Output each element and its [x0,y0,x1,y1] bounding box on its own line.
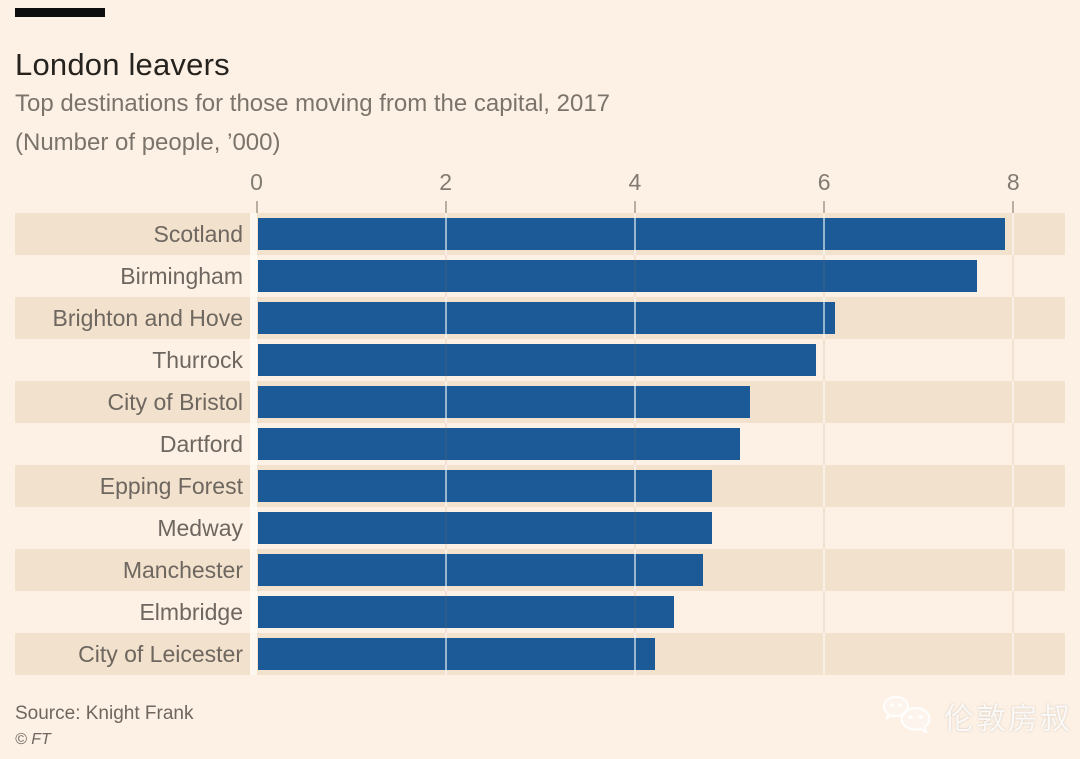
bar [258,638,656,670]
ft-black-rule [15,8,105,17]
gridline [633,297,636,339]
gridline [823,381,826,423]
gridline [444,423,447,465]
gridline [444,255,447,297]
row-label: Manchester [122,557,243,583]
row-label: Dartford [159,431,243,457]
watermark: 伦敦房叔 [882,688,1072,744]
bar [258,218,1006,250]
chart-row: Manchester [0,549,1080,591]
gridline [823,507,826,549]
row-label: Thurrock [152,347,243,373]
gridline [1012,423,1015,465]
gridline [823,255,826,297]
x-axis-tick-label: 0 [250,169,263,195]
x-axis-tick-mark [444,201,447,213]
chart-subtitle-line1: Top destinations for those moving from t… [15,90,611,117]
chart-subtitle-line2: (Number of people, ’000) [15,129,281,156]
chart-row: Thurrock [0,339,1080,381]
gridline [1012,381,1015,423]
gridline [444,507,447,549]
gridline [444,381,447,423]
gridline [1012,339,1015,381]
bar [258,512,713,544]
row-label: Scotland [153,221,243,247]
chart-title: London leavers [15,46,230,82]
x-axis-tick-label: 2 [439,169,453,195]
gridline [823,591,826,633]
gridline [633,381,636,423]
bar-chart-plot: Scotland Birmingham Brighton and Hove Th… [0,213,1080,675]
zero-axis-line [250,213,257,675]
row-label: City of Bristol [107,389,243,415]
gridline [823,213,826,255]
gridline [1012,633,1015,675]
row-label: Epping Forest [99,473,243,499]
bar [258,428,741,460]
bar [258,386,750,418]
gridline [823,339,826,381]
source-note: Source: Knight Frank [15,703,194,724]
gridline [823,549,826,591]
row-label: Elmbridge [139,599,243,625]
chart-row: Brighton and Hove [0,297,1080,339]
wechat-icon [882,695,931,735]
gridline [823,297,826,339]
gridline [633,255,636,297]
bar [258,554,703,586]
gridline [1012,465,1015,507]
row-label: Brighton and Hove [52,305,243,331]
gridline [633,213,636,255]
bar [258,302,836,334]
x-axis-tick-mark [633,201,636,213]
row-label: Birmingham [120,263,243,289]
chart-row: Epping Forest [0,465,1080,507]
gridline [633,339,636,381]
gridline [444,633,447,675]
chart-row: Medway [0,507,1080,549]
gridline [444,339,447,381]
chart-row: Elmbridge [0,591,1080,633]
watermark-text: 伦敦房叔 [944,703,1072,736]
ft-copyright: © FT [15,731,51,748]
x-axis-tick-mark [1012,201,1015,213]
gridline [823,423,826,465]
chart-row: Birmingham [0,255,1080,297]
gridline [633,549,636,591]
gridline [633,465,636,507]
chart-row: City of Leicester [0,633,1080,675]
x-axis-tick-mark [255,201,258,213]
gridline [444,297,447,339]
x-axis-tick-mark [823,201,826,213]
bar [258,344,817,376]
gridline [1012,591,1015,633]
bar [258,470,713,502]
bar [258,596,675,628]
gridline [444,591,447,633]
gridline [1012,549,1015,591]
x-axis-tick-label: 8 [1006,169,1020,195]
gridline [1012,255,1015,297]
chart-row: City of Bristol [0,381,1080,423]
gridline [633,633,636,675]
row-label: City of Leicester [78,641,243,667]
gridline [633,507,636,549]
x-axis-tick-label: 4 [628,169,642,195]
chart-row: Scotland [0,213,1080,255]
bar [258,260,977,292]
gridline [1012,213,1015,255]
gridline [444,549,447,591]
gridline [823,465,826,507]
row-label: Medway [157,515,243,541]
gridline [823,633,826,675]
x-axis-tick-label: 6 [817,169,831,195]
gridline [633,423,636,465]
gridline [1012,507,1015,549]
chart-row: Dartford [0,423,1080,465]
gridline [1012,297,1015,339]
gridline [633,591,636,633]
gridline [444,213,447,255]
gridline [444,465,447,507]
chart-subtitle: Top destinations for those moving from t… [15,84,610,162]
